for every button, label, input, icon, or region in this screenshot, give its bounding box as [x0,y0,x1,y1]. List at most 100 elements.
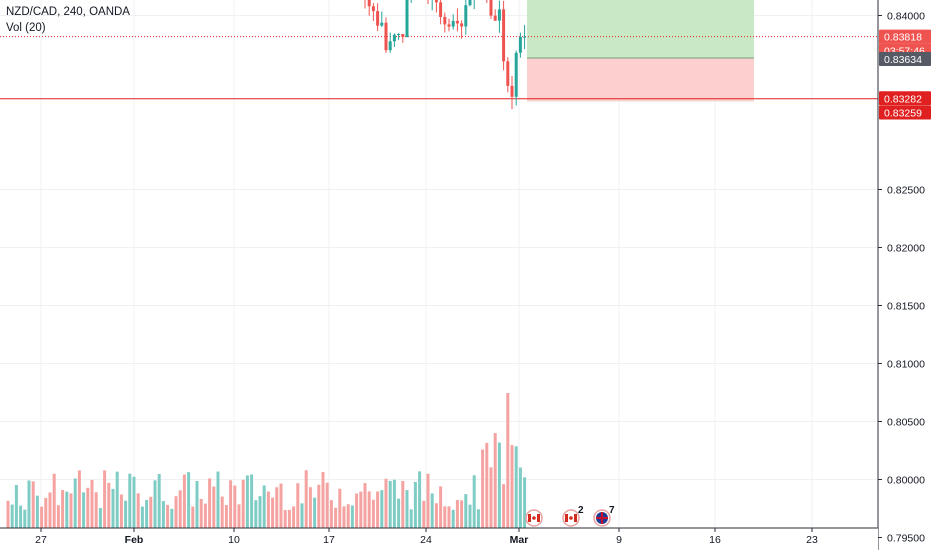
volume-bar [77,470,81,528]
event-count-badge: 2 [578,505,584,516]
event-flag-canada-icon[interactable] [562,509,580,527]
volume-bar [44,497,48,528]
candle-body [506,61,510,86]
volume-bar [119,494,123,528]
entry-badge[interactable]: 0.83634 [884,54,922,66]
volume-bar [506,393,510,528]
volume-bar [157,473,161,528]
volume-bar [220,496,224,528]
candle-body [439,2,443,17]
volume-bar [300,503,304,528]
volume-bar [292,506,296,528]
volume-bar [128,473,132,528]
price-axis[interactable]: 0.875000.865000.860000.855000.850000.840… [877,0,932,550]
volume-bar [502,484,506,528]
volume-bar [468,504,472,528]
volume-bar [413,481,417,528]
volume-bar [388,480,392,528]
volume-bar [140,506,144,528]
volume-bar [212,486,216,528]
volume-bar [40,506,44,528]
volume-bar [497,442,501,528]
stop-loss-zone[interactable] [527,57,754,102]
time-tick-label: 17 [323,534,335,546]
volume-bar [317,484,321,528]
stop-loss-badge[interactable]: 0.83259 [884,107,922,119]
horizontal-levels[interactable] [0,0,878,100]
volume-indicator-label[interactable]: Vol (20) [6,22,46,34]
maple-leaf-icon [569,516,573,520]
time-axis[interactable]: 27 Feb 10 17 24 Mar 9 16 23 [0,527,878,550]
volume-bars [6,393,527,528]
volume-bar [48,492,52,528]
time-tick-label: 27 [35,534,47,546]
volume-bar [359,491,363,528]
volume-bar [464,494,468,528]
volume-bar [481,449,485,528]
volume-bar [136,493,140,528]
volume-bar [376,491,380,528]
level-badge-83282-background[interactable] [879,91,931,106]
volume-bar [321,472,325,528]
volume-bar [409,509,413,528]
candle-body [502,9,506,62]
volume-bar [523,477,527,528]
volume-bar [296,483,300,528]
price-tick-label: 0.79500 [887,533,925,545]
position-zones[interactable] [527,0,754,102]
volume-bar [355,493,359,528]
candle-body [401,33,405,38]
price-tick-label: 0.84000 [887,11,925,23]
volume-bar [287,509,291,528]
volume-bar [476,509,480,528]
last-price-badge[interactable]: 0.83818 [884,32,922,44]
volume-bar [61,490,65,528]
volume-bar [514,446,518,528]
volume-bar [115,471,119,528]
price-tick-label: 0.82000 [887,243,925,255]
entry-badge-background[interactable] [879,51,931,66]
volume-bar [187,472,191,528]
candle-body [460,23,464,27]
level-badge-83282[interactable]: 0.83282 [884,93,922,105]
volume-bar [455,500,459,528]
volume-bar [426,473,430,528]
candle-body [388,41,392,51]
volume-bar [350,505,354,528]
volume-bar [145,499,149,528]
flag-band [565,514,568,522]
volume-bar [275,487,279,528]
time-tick-label: 10 [228,534,240,546]
volume-bar [111,488,115,528]
last-price-badge-background[interactable] [879,29,931,44]
volume-bar [69,493,73,528]
volume-bar [107,482,111,528]
volume-bar [124,500,128,528]
event-flag-australia-icon[interactable] [593,509,611,527]
candle-body [376,11,380,26]
candle-body [523,36,527,38]
candle-body [464,5,468,27]
flag-band [574,514,577,522]
volume-bar [380,490,384,528]
volume-bar [56,505,60,528]
volume-bar [90,479,94,528]
volume-bar [334,507,338,528]
volume-bar [245,475,249,528]
volume-bar [434,503,438,528]
volume-bar [258,496,262,528]
take-profit-zone[interactable] [527,0,754,58]
candle-body [510,85,514,97]
volume-bar [224,505,228,528]
price-tick-label: 0.80500 [887,417,925,429]
event-flag-canada-icon[interactable] [525,509,543,527]
time-tick-label: Feb [125,534,144,546]
stop-loss-badge-background[interactable] [879,105,931,120]
symbol-title[interactable]: NZD/CAD, 240, OANDA [6,6,130,18]
volume-bar [325,482,329,528]
time-tick-label: 23 [806,534,818,546]
volume-bar [241,479,245,528]
chart-grid [0,0,878,538]
